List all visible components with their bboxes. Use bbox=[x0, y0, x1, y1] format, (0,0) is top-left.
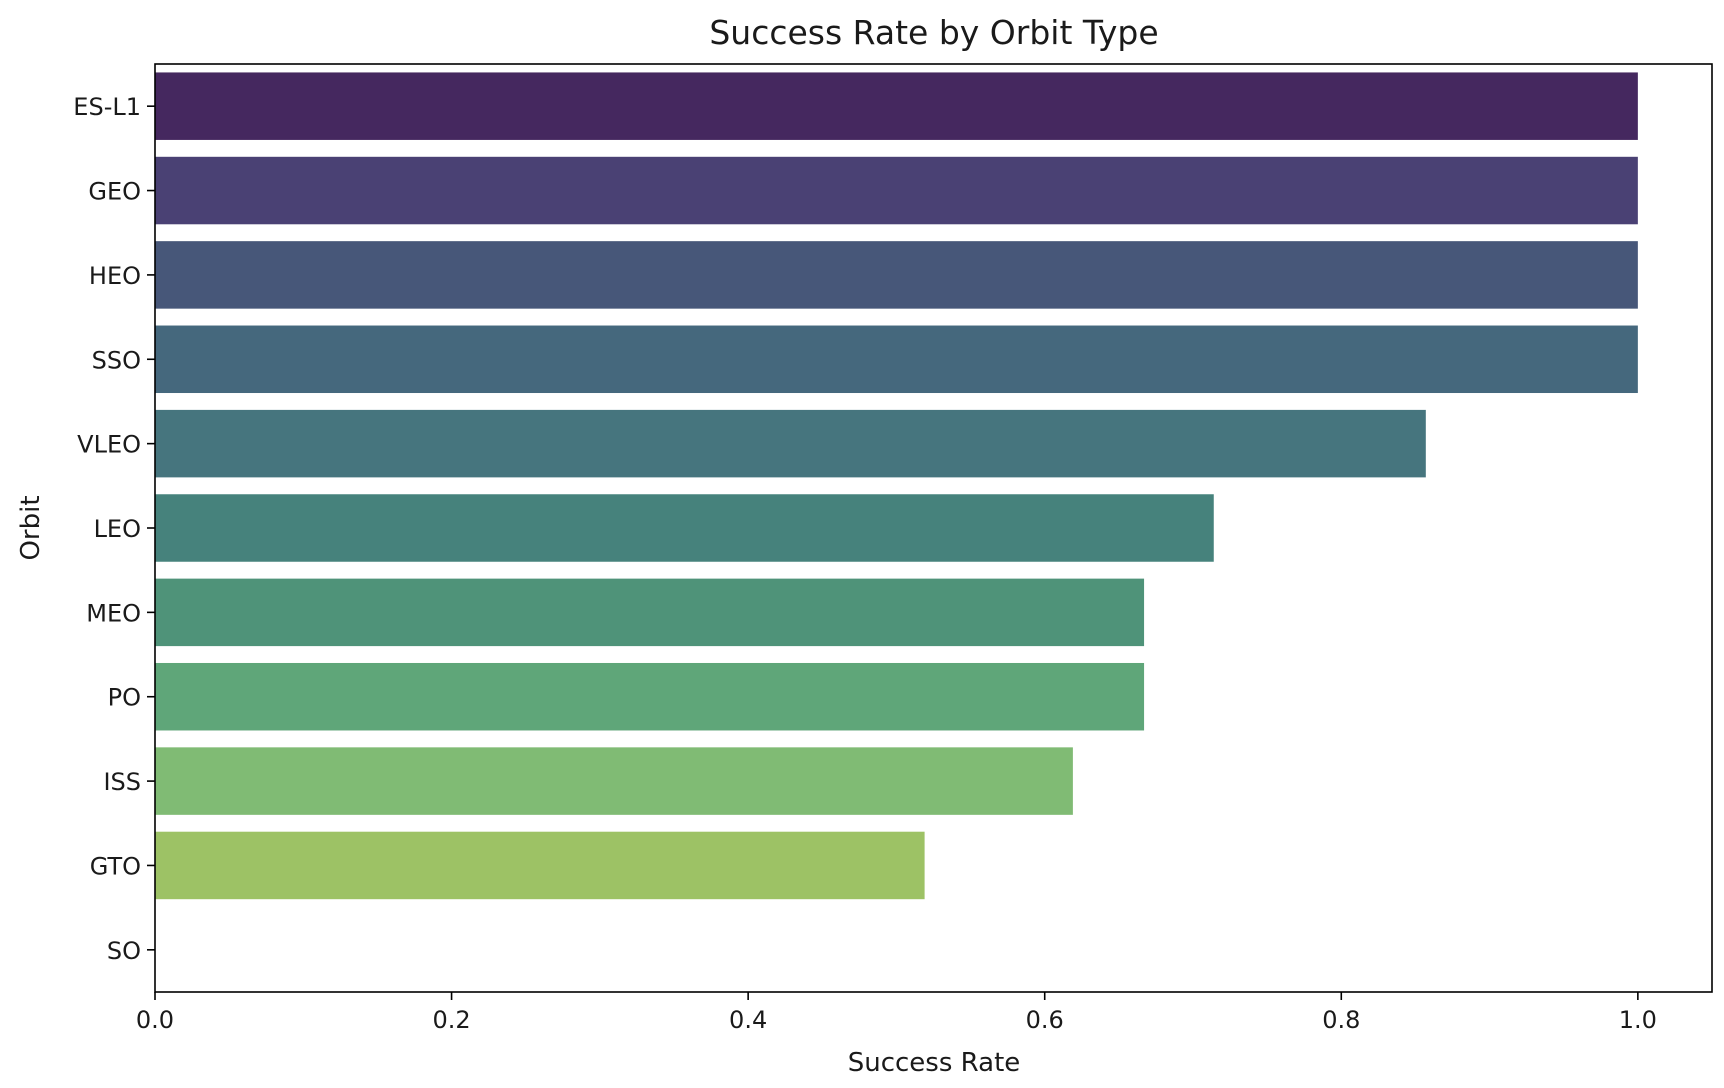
x-tick-label: 0.4 bbox=[729, 1006, 767, 1034]
x-axis-label: Success Rate bbox=[848, 1048, 1021, 1078]
bar-meo bbox=[155, 578, 1145, 647]
bar-vleo bbox=[155, 409, 1426, 478]
x-tick-label: 0.8 bbox=[1322, 1006, 1360, 1034]
bar-geo bbox=[155, 156, 1638, 225]
y-tick-label: MEO bbox=[86, 599, 141, 627]
plot-area-frame bbox=[154, 63, 1713, 993]
x-tick-label: 0.2 bbox=[432, 1006, 470, 1034]
y-tick-label: ES-L1 bbox=[73, 93, 141, 121]
bar-gto bbox=[155, 831, 925, 900]
x-tick-label: 1.0 bbox=[1619, 1006, 1657, 1034]
y-tick-label: GEO bbox=[88, 178, 141, 206]
x-ticks-group: 0.0 0.2 0.4 0.6 0.8 1.0 bbox=[136, 992, 1657, 1034]
bar-sso bbox=[155, 325, 1638, 394]
y-tick-label: VLEO bbox=[77, 431, 141, 459]
bar-po bbox=[155, 662, 1145, 731]
bar-leo bbox=[155, 494, 1214, 562]
y-tick-label: SO bbox=[107, 937, 141, 965]
bar-iss bbox=[155, 747, 1073, 815]
chart-title: Success Rate by Orbit Type bbox=[709, 13, 1158, 52]
x-tick-label: 0.6 bbox=[1026, 1006, 1064, 1034]
x-tick-label: 0.0 bbox=[136, 1006, 174, 1034]
y-tick-label: ISS bbox=[103, 768, 141, 796]
y-tick-label: SSO bbox=[92, 346, 141, 374]
bar-heo bbox=[155, 241, 1638, 309]
y-axis-label: Orbit bbox=[16, 495, 46, 560]
y-tick-label: GTO bbox=[90, 852, 141, 880]
bars-group bbox=[155, 72, 1638, 900]
y-tick-label: PO bbox=[108, 684, 141, 712]
bar-es-l1 bbox=[155, 72, 1638, 140]
y-tick-label: HEO bbox=[89, 262, 141, 290]
y-ticks-group: ES-L1 GEO HEO SSO VLEO LEO MEO PO ISS GTO SO bbox=[73, 93, 155, 965]
y-tick-label: LEO bbox=[94, 515, 141, 543]
